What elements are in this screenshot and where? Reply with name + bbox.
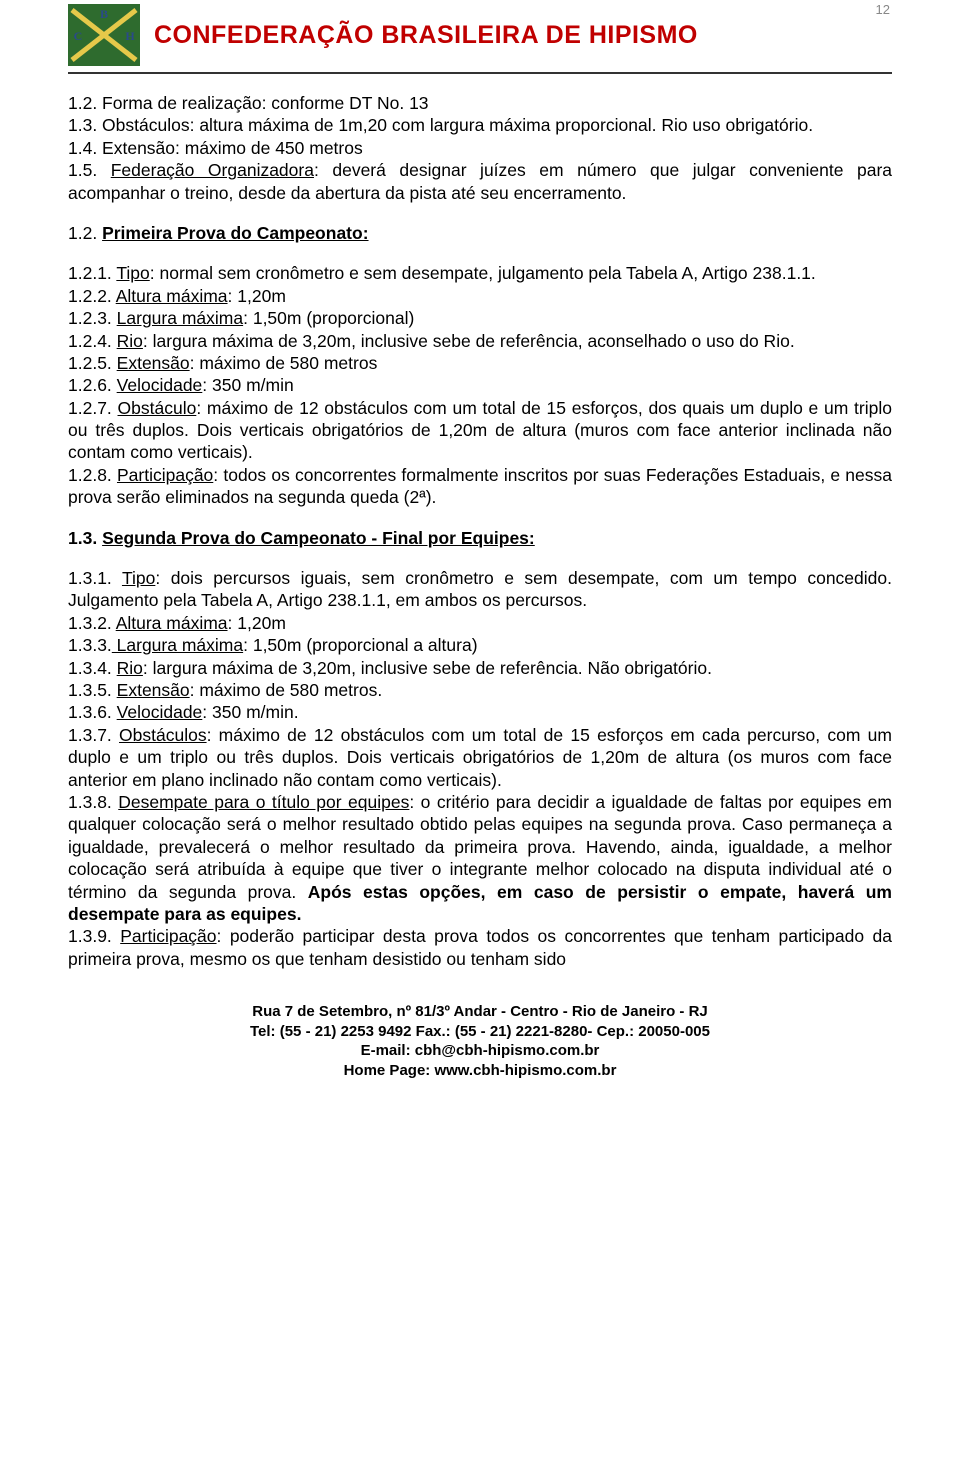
num: 1.3.8. xyxy=(68,792,118,812)
line-1-2-8: 1.2.8. Participação: todos os concorrent… xyxy=(68,464,892,509)
num: 1.3.9. xyxy=(68,926,120,946)
svg-text:C: C xyxy=(74,29,83,43)
text: : 1,20m xyxy=(228,613,286,633)
text: : 350 m/min. xyxy=(202,702,298,722)
num: 1.2.5. xyxy=(68,353,117,373)
section-1-2-title: 1.2. Primeira Prova do Campeonato: xyxy=(68,222,892,244)
org-title: CONFEDERAÇÃO BRASILEIRA DE HIPISMO xyxy=(154,21,698,50)
section-1-3-title: 1.3. Segunda Prova do Campeonato - Final… xyxy=(68,527,892,549)
text: : máximo de 580 metros. xyxy=(190,680,383,700)
label: Tipo xyxy=(116,263,149,283)
label: Tipo xyxy=(122,568,155,588)
line-1-3-3: 1.3.3. Largura máxima: 1,50m (proporcion… xyxy=(68,634,892,656)
line-1-3: 1.3. Obstáculos: altura máxima de 1m,20 … xyxy=(68,114,892,136)
line-1-3-2: 1.3.2. Altura máxima: 1,20m xyxy=(68,612,892,634)
num: 1.2.3. xyxy=(68,308,117,328)
logo-icon: B C H xyxy=(68,4,140,66)
num: 1.3.3. xyxy=(68,635,112,655)
line-1-5: 1.5. Federação Organizadora: deverá desi… xyxy=(68,159,892,204)
line-1-3-9: 1.3.9. Participação: poderão participar … xyxy=(68,925,892,970)
footer: Rua 7 de Setembro, nº 81/3º Andar - Cent… xyxy=(68,1002,892,1080)
text: : dois percursos iguais, sem cronômetro … xyxy=(68,568,892,610)
line-1-2-7: 1.2.7. Obstáculo: máximo de 12 obstáculo… xyxy=(68,397,892,464)
num: 1.3.5. xyxy=(68,680,117,700)
line-1-2: 1.2. Forma de realização: conforme DT No… xyxy=(68,92,892,114)
text: : 1,50m (proporcional) xyxy=(243,308,414,328)
header: B C H CONFEDERAÇÃO BRASILEIRA DE HIPISMO xyxy=(68,0,892,74)
label: Obstáculos xyxy=(119,725,207,745)
text: : 1,50m (proporcional a altura) xyxy=(243,635,477,655)
line-1-3-6: 1.3.6. Velocidade: 350 m/min. xyxy=(68,701,892,723)
footer-line-4: Home Page: www.cbh-hipismo.com.br xyxy=(68,1061,892,1081)
title-text: Primeira Prova do Campeonato: xyxy=(102,223,368,243)
num: 1.2.8. xyxy=(68,465,117,485)
num: 1.3.6. xyxy=(68,702,117,722)
label: Rio xyxy=(117,331,143,351)
prefix: 1.3. xyxy=(68,528,102,548)
text: : 1,20m xyxy=(228,286,286,306)
label: Extensão xyxy=(117,353,190,373)
label: Participação xyxy=(120,926,216,946)
svg-text:B: B xyxy=(100,7,108,21)
line-1-3-7: 1.3.7. Obstáculos: máximo de 12 obstácul… xyxy=(68,724,892,791)
label: Rio xyxy=(117,658,143,678)
footer-line-3: E-mail: cbh@cbh-hipismo.com.br xyxy=(68,1041,892,1061)
label: Velocidade xyxy=(117,702,203,722)
label: Velocidade xyxy=(117,375,203,395)
underline-federacao: Federação Organizadora xyxy=(111,160,314,180)
prefix: 1.2. xyxy=(68,223,102,243)
label: Participação xyxy=(117,465,213,485)
text: 1.5. xyxy=(68,160,111,180)
num: 1.3.2. xyxy=(68,613,116,633)
label: Altura máxima xyxy=(116,613,228,633)
text: : largura máxima de 3,20m, inclusive seb… xyxy=(143,658,712,678)
line-1-3-1: 1.3.1. Tipo: dois percursos iguais, sem … xyxy=(68,567,892,612)
label: Altura máxima xyxy=(116,286,228,306)
line-1-3-5: 1.3.5. Extensão: máximo de 580 metros. xyxy=(68,679,892,701)
line-1-2-1: 1.2.1. Tipo: normal sem cronômetro e sem… xyxy=(68,262,892,284)
num: 1.2.2. xyxy=(68,286,116,306)
num: 1.2.1. xyxy=(68,263,116,283)
line-1-2-3: 1.2.3. Largura máxima: 1,50m (proporcion… xyxy=(68,307,892,329)
label: Obstáculo xyxy=(118,398,197,418)
line-1-2-2: 1.2.2. Altura máxima: 1,20m xyxy=(68,285,892,307)
line-1-2-5: 1.2.5. Extensão: máximo de 580 metros xyxy=(68,352,892,374)
label: Desempate para o título por equipes xyxy=(118,792,409,812)
line-1-4: 1.4. Extensão: máximo de 450 metros xyxy=(68,137,892,159)
num: 1.3.4. xyxy=(68,658,117,678)
num: 1.2.7. xyxy=(68,398,118,418)
line-1-2-6: 1.2.6. Velocidade: 350 m/min xyxy=(68,374,892,396)
num: 1.2.6. xyxy=(68,375,117,395)
line-1-3-4: 1.3.4. Rio: largura máxima de 3,20m, inc… xyxy=(68,657,892,679)
svg-text:H: H xyxy=(125,29,135,43)
text: : normal sem cronômetro e sem desempate,… xyxy=(150,263,816,283)
footer-line-1: Rua 7 de Setembro, nº 81/3º Andar - Cent… xyxy=(68,1002,892,1022)
num: 1.3.7. xyxy=(68,725,119,745)
text: : largura máxima de 3,20m, inclusive seb… xyxy=(143,331,795,351)
label: Extensão xyxy=(117,680,190,700)
label: Largura máxima xyxy=(117,308,243,328)
num: 1.3.1. xyxy=(68,568,122,588)
body-text: 1.2. Forma de realização: conforme DT No… xyxy=(68,92,892,970)
text: : máximo de 580 metros xyxy=(190,353,378,373)
text: : 350 m/min xyxy=(202,375,293,395)
title-text: Segunda Prova do Campeonato - Final por … xyxy=(102,528,535,548)
num: 1.2.4. xyxy=(68,331,117,351)
label: Largura máxima xyxy=(112,635,243,655)
page-number: 12 xyxy=(876,2,890,17)
footer-line-2: Tel: (55 - 21) 2253 9492 Fax.: (55 - 21)… xyxy=(68,1022,892,1042)
line-1-3-8: 1.3.8. Desempate para o título por equip… xyxy=(68,791,892,925)
page: 12 B C H CONFEDERAÇÃO BRASILEIRA DE HIPI… xyxy=(0,0,960,1100)
line-1-2-4: 1.2.4. Rio: largura máxima de 3,20m, inc… xyxy=(68,330,892,352)
